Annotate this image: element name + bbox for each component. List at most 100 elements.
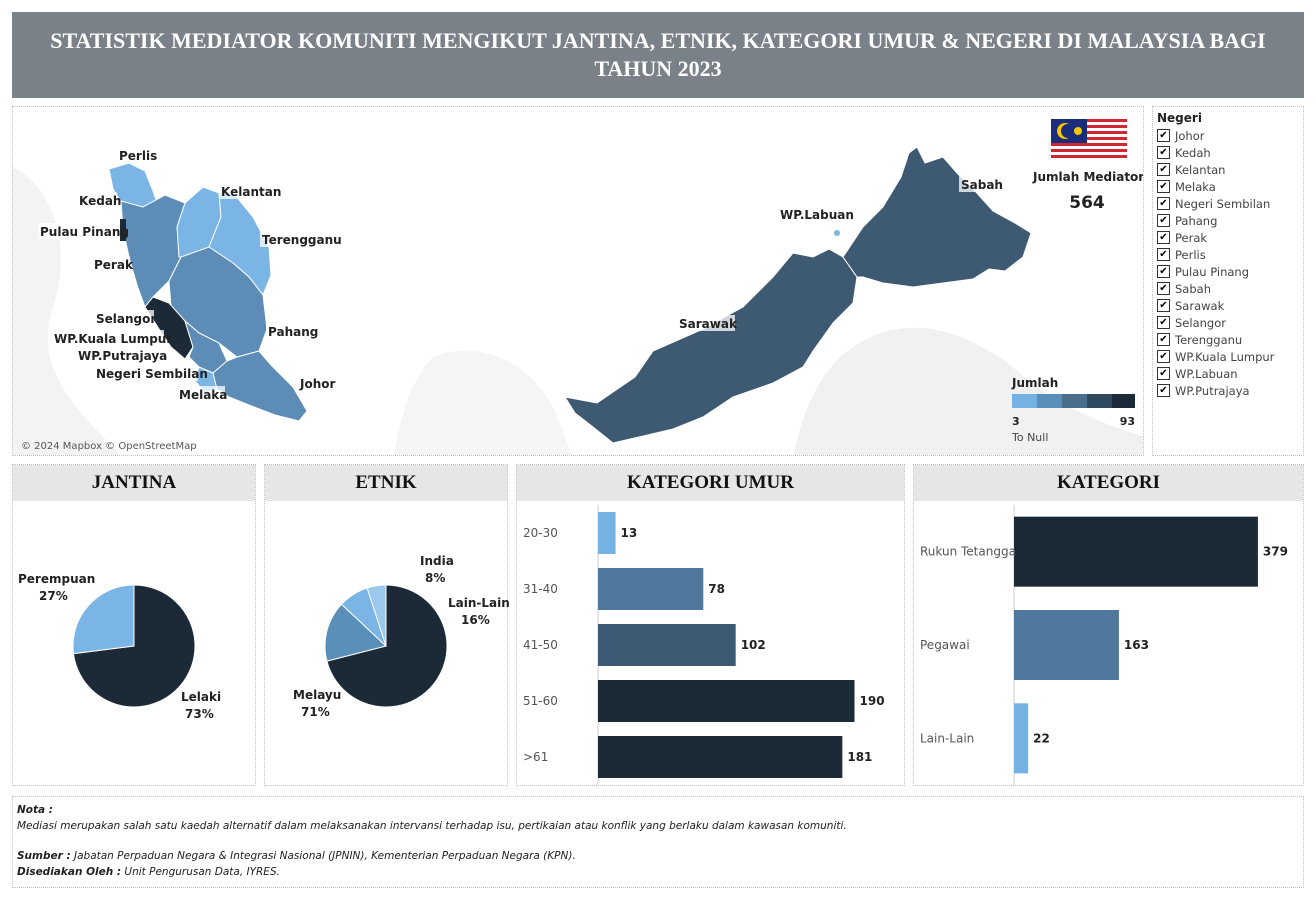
negeri-filter-item[interactable]: ✔ Pahang bbox=[1157, 212, 1303, 229]
pie-slice-perempuan[interactable] bbox=[72, 584, 135, 655]
title-bar: STATISTIK MEDIATOR KOMUNITI MENGIKUT JAN… bbox=[12, 12, 1304, 98]
negeri-filter-item[interactable]: ✔ Terengganu bbox=[1157, 331, 1303, 348]
checkbox-checked-icon[interactable]: ✔ bbox=[1157, 197, 1170, 210]
negeri-filter-label: Pahang bbox=[1175, 213, 1218, 228]
kategori-umur-bar-chart[interactable]: 20-30 13 31-40 78 41-50 102 51-60 190 >61 181 bbox=[517, 501, 906, 787]
map-attribution[interactable]: © 2024 Mapbox © OpenStreetMap bbox=[21, 441, 197, 452]
nota-text: Mediasi merupakan salah satu kaedah alte… bbox=[17, 820, 847, 832]
bar-value-label: 78 bbox=[708, 582, 725, 596]
negeri-filter-item[interactable]: ✔ WP.Labuan bbox=[1157, 365, 1303, 382]
jantina-pie-chart[interactable]: Perempuan 27% Lelaki 73% bbox=[13, 501, 257, 787]
checkbox-checked-icon[interactable]: ✔ bbox=[1157, 248, 1170, 261]
negeri-filter-item[interactable]: ✔ WP.Putrajaya bbox=[1157, 382, 1303, 399]
state-pulau-pinang[interactable] bbox=[120, 219, 126, 241]
bar-category-label: Lain-Lain bbox=[920, 731, 974, 745]
kategori-header: KATEGORI bbox=[914, 465, 1303, 501]
pie-label: India bbox=[420, 554, 454, 568]
bar-category-label: 20-30 bbox=[523, 526, 558, 540]
pie-slice-cina[interactable] bbox=[366, 584, 387, 647]
negeri-filter-item[interactable]: ✔ Selangor bbox=[1157, 314, 1303, 331]
bar-51-60[interactable] bbox=[598, 680, 855, 722]
state-wp-labuan[interactable] bbox=[834, 230, 840, 236]
negeri-filter-label: WP.Labuan bbox=[1175, 366, 1238, 381]
checkbox-checked-icon[interactable]: ✔ bbox=[1157, 163, 1170, 176]
negeri-filter-item[interactable]: ✔ Sabah bbox=[1157, 280, 1303, 297]
label-negeri-sembilan: Negeri Sembilan bbox=[96, 367, 208, 381]
label-kelantan: Kelantan bbox=[221, 185, 281, 199]
malaysia-map[interactable]: Perlis Kedah Pulau Pinang Perak Kelantan… bbox=[13, 107, 1144, 456]
checkbox-checked-icon[interactable]: ✔ bbox=[1157, 265, 1170, 278]
color-scale bbox=[1012, 394, 1135, 408]
negeri-filter-item[interactable]: ✔ Perak bbox=[1157, 229, 1303, 246]
pie-value-label: 71% bbox=[301, 705, 330, 719]
etnik-header: ETNIK bbox=[265, 465, 507, 501]
negeri-filter-label: Negeri Sembilan bbox=[1175, 196, 1271, 211]
pie-value-label: 73% bbox=[185, 707, 214, 721]
bar-rukun-tetangga[interactable] bbox=[1014, 516, 1258, 587]
label-wp-putrajaya: WP.Putrajaya bbox=[78, 349, 167, 363]
state-sabah[interactable] bbox=[842, 146, 1032, 288]
checkbox-checked-icon[interactable]: ✔ bbox=[1157, 333, 1170, 346]
negeri-filter-label: WP.Kuala Lumpur bbox=[1175, 349, 1275, 364]
kategori-umur-header: KATEGORI UMUR bbox=[517, 465, 904, 501]
pie-label: Melayu bbox=[293, 688, 341, 702]
checkbox-checked-icon[interactable]: ✔ bbox=[1157, 316, 1170, 329]
checkbox-checked-icon[interactable]: ✔ bbox=[1157, 146, 1170, 159]
bar-category-label: >61 bbox=[523, 750, 548, 764]
bar-value-label: 379 bbox=[1263, 545, 1288, 559]
negeri-filter-item[interactable]: ✔ Melaka bbox=[1157, 178, 1303, 195]
pie-slice-lain-lain[interactable] bbox=[324, 603, 388, 662]
bar-value-label: 22 bbox=[1033, 731, 1050, 745]
bar-31-40[interactable] bbox=[598, 568, 704, 610]
checkbox-checked-icon[interactable]: ✔ bbox=[1157, 180, 1170, 193]
bar-value-label: 13 bbox=[621, 526, 638, 540]
scale-max: 93 bbox=[1120, 415, 1135, 428]
state-johor[interactable] bbox=[212, 350, 308, 422]
etnik-pie-chart[interactable]: Melayu 71% Lain-Lain 16% India 8% bbox=[265, 501, 509, 787]
map-labels: Perlis Kedah Pulau Pinang Perak Kelantan… bbox=[38, 147, 1003, 402]
pie-label: Lain-Lain bbox=[448, 596, 509, 610]
negeri-filter-item[interactable]: ✔ Pulau Pinang bbox=[1157, 263, 1303, 280]
label-wp-labuan: WP.Labuan bbox=[780, 208, 854, 222]
map-panel[interactable]: Perlis Kedah Pulau Pinang Perak Kelantan… bbox=[12, 106, 1144, 456]
label-sabah: Sabah bbox=[961, 178, 1003, 192]
negeri-filter-label: Selangor bbox=[1175, 315, 1226, 330]
checkbox-checked-icon[interactable]: ✔ bbox=[1157, 231, 1170, 244]
scale-null-label: To Null bbox=[1011, 431, 1048, 444]
checkbox-checked-icon[interactable]: ✔ bbox=[1157, 367, 1170, 380]
bar-41-50[interactable] bbox=[598, 624, 736, 666]
bar--61[interactable] bbox=[598, 736, 843, 778]
checkbox-checked-icon[interactable]: ✔ bbox=[1157, 299, 1170, 312]
checkbox-checked-icon[interactable]: ✔ bbox=[1157, 214, 1170, 227]
bar-20-30[interactable] bbox=[598, 512, 616, 554]
label-kedah: Kedah bbox=[79, 194, 121, 208]
page-title: STATISTIK MEDIATOR KOMUNITI MENGIKUT JAN… bbox=[50, 28, 1266, 81]
bar-lain-lain[interactable] bbox=[1014, 703, 1029, 774]
negeri-filter-item[interactable]: ✔ Sarawak bbox=[1157, 297, 1303, 314]
bar-value-label: 102 bbox=[741, 638, 766, 652]
negeri-filter-item[interactable]: ✔ Negeri Sembilan bbox=[1157, 195, 1303, 212]
checkbox-checked-icon[interactable]: ✔ bbox=[1157, 129, 1170, 142]
checkbox-checked-icon[interactable]: ✔ bbox=[1157, 350, 1170, 363]
bar-category-label: 31-40 bbox=[523, 582, 558, 596]
bar-pegawai[interactable] bbox=[1014, 610, 1119, 680]
bar-value-label: 163 bbox=[1124, 638, 1149, 652]
negeri-filter-item[interactable]: ✔ Johor bbox=[1157, 127, 1303, 144]
pie-label: Lelaki bbox=[181, 690, 221, 704]
checkbox-checked-icon[interactable]: ✔ bbox=[1157, 384, 1170, 397]
negeri-filter-label: Melaka bbox=[1175, 179, 1216, 194]
negeri-filter-item[interactable]: ✔ Kedah bbox=[1157, 144, 1303, 161]
negeri-filter-item[interactable]: ✔ Kelantan bbox=[1157, 161, 1303, 178]
pie-value-label: 27% bbox=[39, 589, 68, 603]
negeri-filter-item[interactable]: ✔ Perlis bbox=[1157, 246, 1303, 263]
negeri-filter-item[interactable]: ✔ WP.Kuala Lumpur bbox=[1157, 348, 1303, 365]
label-pulau-pinang: Pulau Pinang bbox=[40, 225, 129, 239]
pie-slice-melayu[interactable] bbox=[326, 584, 448, 708]
label-perak: Perak bbox=[94, 258, 134, 272]
label-pahang: Pahang bbox=[268, 325, 318, 339]
checkbox-checked-icon[interactable]: ✔ bbox=[1157, 282, 1170, 295]
kategori-bar-chart[interactable]: Rukun Tetangga 379 Pegawai 163 Lain-Lain 22 bbox=[914, 501, 1305, 787]
bar-category-label: Pegawai bbox=[920, 638, 970, 652]
kategori-umur-panel: KATEGORI UMUR 20-30 13 31-40 78 41-50 102 51-6… bbox=[516, 464, 905, 786]
negeri-filter-label: Perak bbox=[1175, 230, 1208, 245]
